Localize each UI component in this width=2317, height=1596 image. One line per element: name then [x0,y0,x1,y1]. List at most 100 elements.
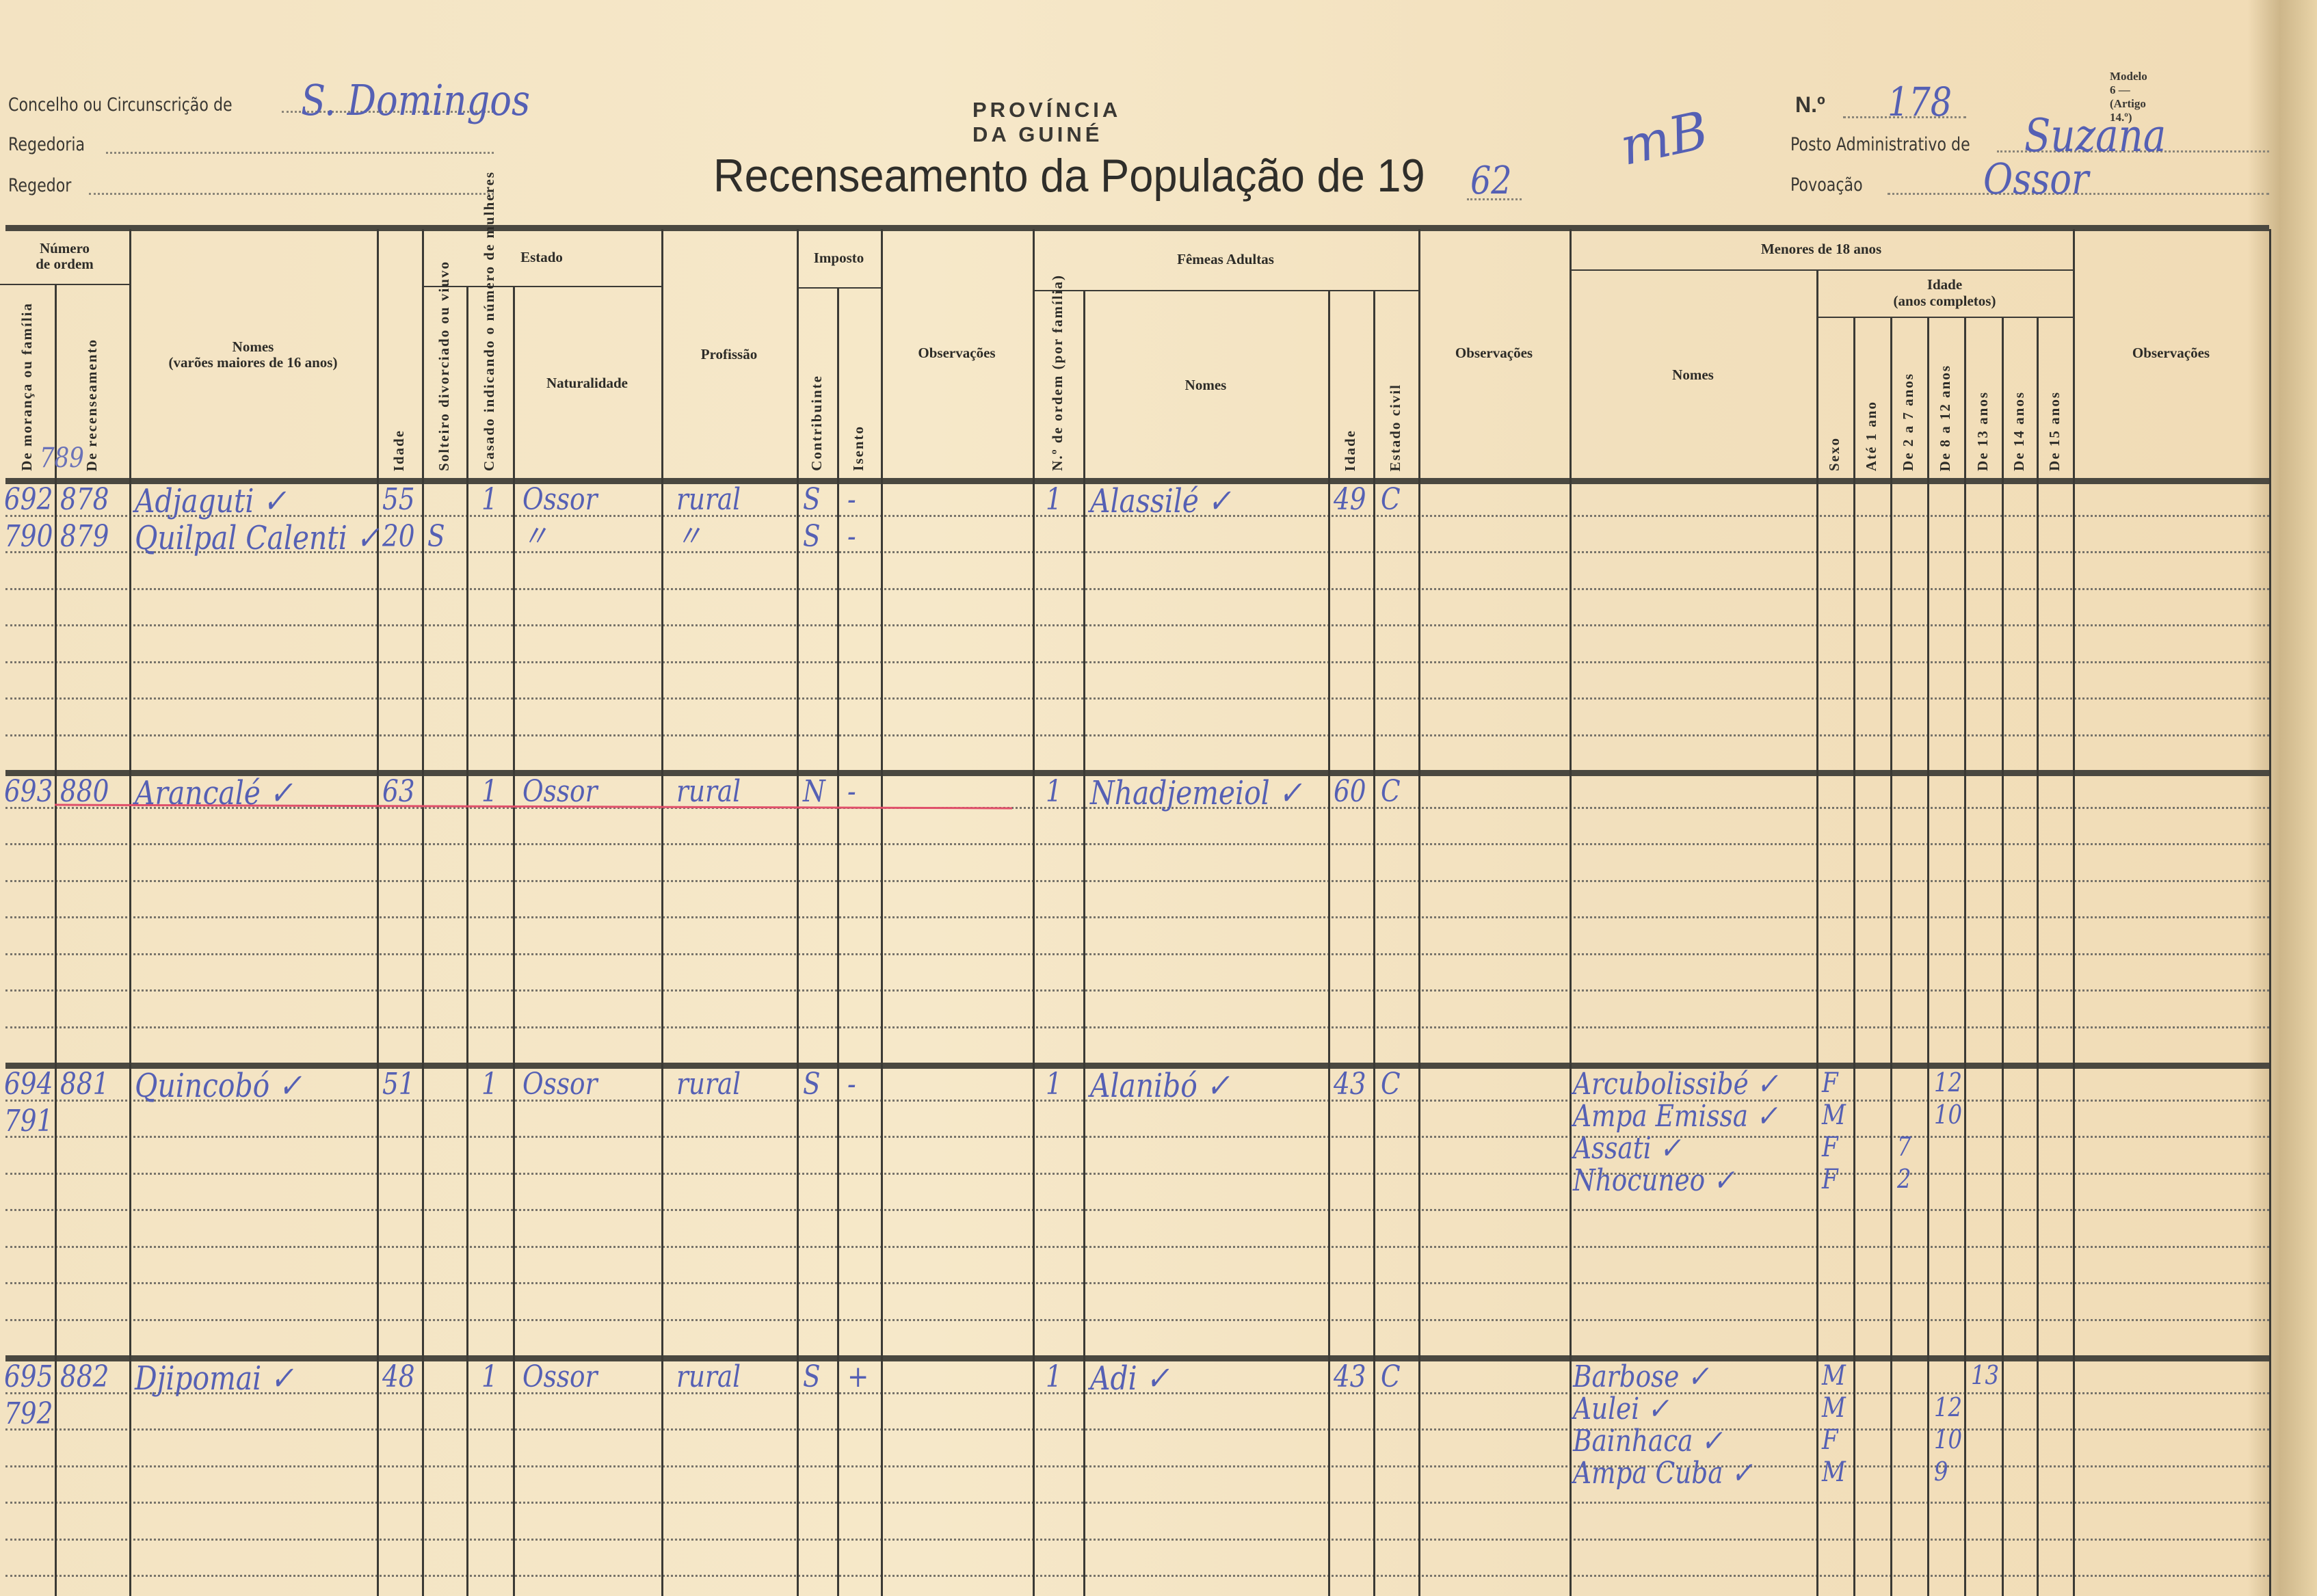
man-exempt: - [847,518,856,554]
man-fam: 692 [4,482,53,517]
column-header-text: Estado civil [1387,383,1404,471]
column-header-ate-1: Até 1 ano [1853,317,1890,481]
column-header-text: De 2 a 7 anos [1900,373,1917,471]
column-divider [797,229,799,1596]
family-block-rule [5,770,2269,776]
header-top-rule [5,225,2269,231]
woman-order: 1 [1046,774,1062,809]
year-value: 62 [1470,159,1512,203]
row-dotted-line [5,1575,2269,1577]
man-prof: rural [676,482,741,517]
man-prof: 〃 [676,518,702,554]
minor-age: 9 [1934,1457,1948,1487]
man-prof: rural [676,774,741,809]
row-dotted-line [5,1392,2269,1394]
subcolumn-divider [1373,290,1375,1596]
column-header-observacoes-1: Observações [881,229,1033,481]
column-header-text: Número de ordem [36,239,94,272]
column-divider [1570,229,1572,1596]
minor-name: Assati ✓ [1573,1131,1681,1167]
posto-value: Suzana [2024,109,2167,162]
column-header-de-2-7: De 2 a 7 anos [1890,317,1927,481]
minor-sex: M [1822,1100,1846,1132]
column-divider [1033,229,1035,1596]
woman-civil: C [1381,774,1401,809]
woman-name: Nhadjemeiol ✓ [1090,774,1302,812]
column-divider [377,229,379,1596]
minor-sex: F [1822,1067,1838,1099]
column-header-text: Nomes [1184,376,1227,393]
povoacao-field-line [1888,193,2269,195]
column-divider [1418,229,1420,1596]
minor-age: 10 [1934,1100,1963,1130]
minor-age: 7 [1897,1132,1911,1162]
province-title: PROVÍNCIA DA GUINÉ [972,98,1121,146]
column-header-text: Contribuinte [808,375,825,471]
column-header-observacoes-2: Observações [1418,229,1570,481]
column-header-de-13: De 13 anos [1964,317,2002,481]
woman-civil: C [1381,1359,1401,1394]
column-header-text: Profissão [700,346,758,363]
column-header-text: Isento [850,425,867,471]
column-header-de-15: De 15 anos [2037,317,2073,481]
subcolumn-divider [513,286,515,1596]
man-married: 1 [481,1067,498,1102]
man-exempt: - [847,774,856,809]
column-header-solteiro: Solteiro divorciado ou viuvo [422,261,466,481]
numero-field-line [1843,116,1966,118]
row-dotted-line [5,1100,2269,1102]
man-age: 55 [382,482,415,517]
header-bottom-rule [5,478,2269,484]
column-header-text: De 15 anos [2045,391,2063,471]
column-header-f-idade: Idade [1328,290,1373,481]
minor-age: 12 [1934,1392,1963,1423]
group-header-rule [1570,269,2073,271]
man-exempt: + [847,1359,869,1394]
woman-age: 49 [1334,482,1366,517]
row-dotted-line [5,1246,2269,1248]
woman-order: 1 [1046,482,1062,517]
minor-sex: M [1822,1392,1846,1424]
row-dotted-line [5,661,2269,663]
column-header-text: Observações [2132,345,2210,361]
group-header-rule [1033,290,1418,291]
subcolumn-divider [1853,317,1855,1596]
column-header-text: De 14 anos [2010,391,2027,471]
column-header-text: N.º de ordem (por família) [1049,274,1066,471]
column-header-text: Fêmeas Adultas [1177,250,1274,267]
woman-name: Adi ✓ [1090,1359,1169,1398]
minor-name: Ampa Cuba ✓ [1573,1456,1753,1491]
woman-civil: C [1381,482,1401,517]
subcolumn-divider [2002,317,2004,1596]
group-header-rule [797,287,881,289]
column-header-isento: Isento [837,287,881,481]
minor-sex: F [1822,1424,1838,1457]
column-header-numero-ordem: Número de ordem [0,229,129,284]
man-exempt: - [847,482,856,517]
man-origin: 〃 [522,518,548,554]
woman-age: 60 [1334,774,1366,809]
woman-civil: C [1381,1067,1401,1102]
row-dotted-line [5,624,2269,626]
minor-sex: M [1822,1360,1846,1392]
woman-order: 1 [1046,1359,1062,1394]
man-origin: Ossor [522,1359,598,1394]
woman-age: 43 [1334,1359,1366,1394]
man-origin: Ossor [522,482,598,517]
woman-age: 43 [1334,1067,1366,1102]
subcolumn-divider [1890,317,1892,1596]
column-header-text: Casado indicando o número de mulheres [481,170,498,471]
row-dotted-line [5,1136,2269,1138]
modelo-label: Modelo 6 — (Artigo 14.º) [2110,70,2147,124]
column-divider [129,229,131,1596]
man-prof: rural [676,1067,741,1102]
regedoria-field-line [106,152,494,154]
row-dotted-line [5,1319,2269,1321]
group-header-rule [422,286,661,287]
man-contrib: S [803,482,821,517]
minor-name: Nhocuneo ✓ [1573,1163,1735,1199]
man-single: S [427,518,445,554]
page-title: Recenseamento da População de 19 [713,150,1425,202]
man-prof: rural [676,1359,741,1394]
column-header-idade: Idade [377,229,422,481]
